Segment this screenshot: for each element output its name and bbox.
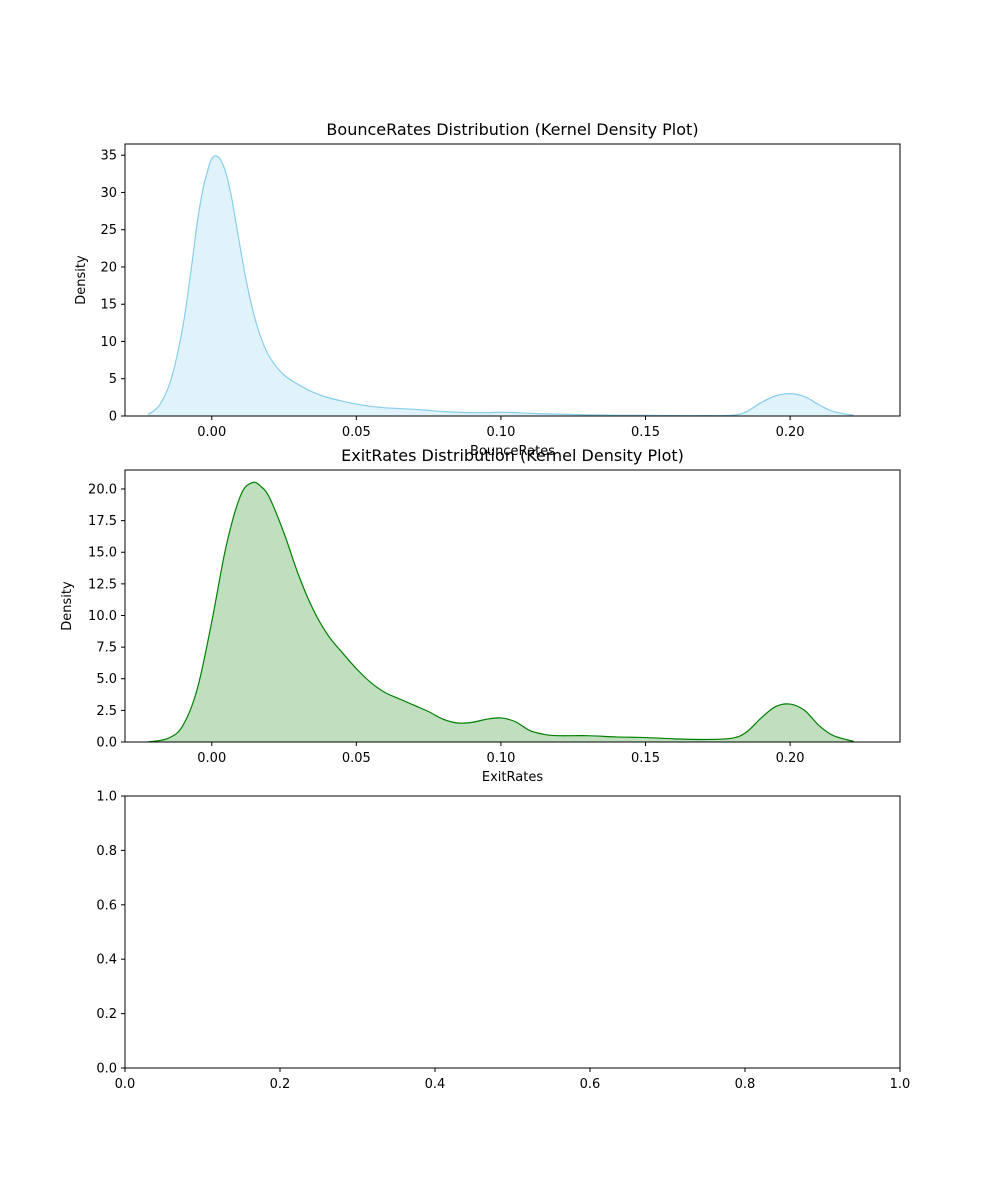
x-tick-label: 0.8	[735, 1077, 756, 1092]
y-tick-label: 0.0	[96, 1062, 117, 1077]
y-tick-label: 10.0	[88, 609, 117, 624]
density-area-1	[148, 155, 854, 416]
y-tick-label: 0	[109, 410, 117, 425]
x-tick-label: 0.00	[197, 751, 226, 766]
y-tick-label: 0.0	[96, 736, 117, 751]
y-tick-label: 0.4	[96, 953, 117, 968]
axes-frame-1	[124, 143, 901, 417]
x-tick-label: 0.6	[580, 1077, 601, 1092]
x-axis-label: BounceRates	[470, 444, 555, 459]
x-tick-label: 0.2	[270, 1077, 291, 1092]
x-tick-label: 0.0	[115, 1077, 136, 1092]
y-tick-label: 0.8	[96, 844, 117, 859]
density-area-2	[148, 482, 854, 742]
y-tick-label: 5.0	[96, 672, 117, 687]
axes-frame-2	[124, 469, 901, 743]
x-tick-label: 0.00	[197, 425, 226, 440]
y-axis-label: Density	[74, 255, 89, 305]
y-tick-label: 0.2	[96, 1007, 117, 1022]
y-tick-label: 7.5	[96, 641, 117, 656]
y-tick-label: 20.0	[88, 482, 117, 497]
x-tick-label: 0.4	[425, 1077, 446, 1092]
y-tick-label: 20	[100, 260, 117, 275]
chart-title: ExitRates Distribution (Kernel Density P…	[341, 446, 684, 465]
x-tick-label: 0.15	[631, 751, 660, 766]
y-axis-label: Density	[60, 581, 75, 631]
y-tick-label: 2.5	[96, 704, 117, 719]
chart-title: BounceRates Distribution (Kernel Density…	[326, 120, 698, 139]
x-tick-label: 0.05	[342, 425, 371, 440]
x-axis-label: ExitRates	[482, 770, 543, 785]
x-tick-label: 0.15	[631, 425, 660, 440]
density-line-2	[148, 481, 854, 743]
y-tick-label: 15.0	[88, 546, 117, 561]
x-tick-label: 0.05	[342, 751, 371, 766]
y-tick-label: 17.5	[88, 514, 117, 529]
axes-frame-3	[124, 795, 901, 1069]
y-tick-label: 1.0	[96, 790, 117, 805]
y-tick-label: 35	[100, 149, 117, 164]
subplot-1: 0.00 0.05 0.10 0.15 0.20 0 5 10 15 20 25 30 35 Bounce…	[74, 120, 901, 459]
x-tick-label: 0.10	[486, 751, 515, 766]
y-tick-label: 5	[109, 372, 117, 387]
x-tick-label: 0.10	[486, 425, 515, 440]
y-tick-label: 25	[100, 223, 117, 238]
x-tick-label: 1.0	[890, 1077, 911, 1092]
y-tick-label: 30	[100, 186, 117, 201]
y-tick-label: 15	[100, 298, 117, 313]
subplot-2: 0.00 0.05 0.10 0.15 0.20 0.0 2.5 5.0 7.5 10.0 12.5…	[60, 446, 901, 785]
subplot-3: 0.0 0.2 0.4 0.6 0.8 1.0 0.0 0.2 0.4 0.6 0.8 1.0	[96, 790, 910, 1093]
y-tick-label: 10	[100, 335, 117, 350]
x-tick-label: 0.20	[776, 751, 805, 766]
y-tick-label: 0.6	[96, 898, 117, 913]
y-tick-label: 12.5	[88, 577, 117, 592]
x-tick-label: 0.20	[776, 425, 805, 440]
